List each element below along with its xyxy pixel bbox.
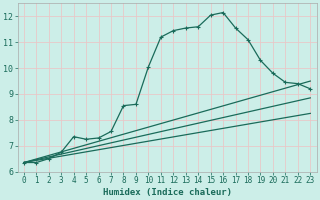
X-axis label: Humidex (Indice chaleur): Humidex (Indice chaleur) — [103, 188, 232, 197]
